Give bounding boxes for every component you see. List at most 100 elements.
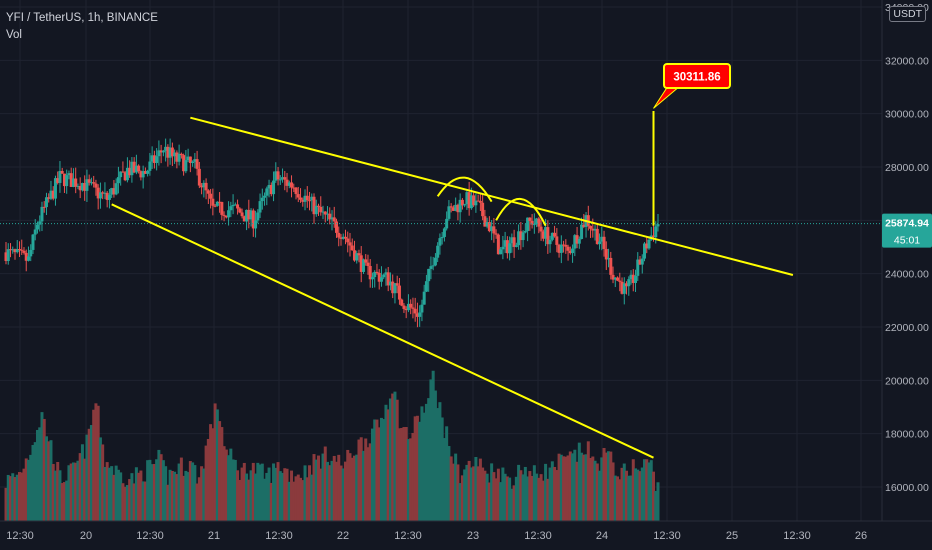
volume-bar [69, 463, 73, 521]
volume-bar [292, 481, 296, 521]
candle-body [458, 199, 462, 213]
volume-bar [227, 455, 231, 521]
volume-bar [60, 483, 64, 521]
candle-body [454, 204, 458, 211]
volume-bar [254, 473, 258, 521]
volume-bar [609, 451, 613, 521]
volume-bar [20, 472, 24, 521]
candle-body [429, 266, 433, 269]
candle-body [656, 224, 660, 227]
candle-body [49, 190, 53, 199]
volume-bar [272, 463, 276, 521]
volume-bar [200, 466, 204, 521]
volume-bar [422, 412, 426, 521]
volume-bar [13, 477, 17, 521]
currency-badge[interactable]: USDT [889, 6, 926, 22]
candle-body [348, 242, 352, 246]
candle-body [202, 182, 206, 188]
volume-bar [128, 479, 132, 521]
volume-bar [195, 483, 199, 521]
candle-body [155, 156, 159, 163]
volume-bar [636, 469, 640, 521]
volume-bar [521, 474, 525, 521]
volume-bar [42, 418, 46, 521]
candle-body [638, 259, 642, 265]
candle-body [256, 212, 260, 221]
candle-body [519, 231, 523, 241]
volume-bar [341, 468, 345, 521]
last-price-tag: 25874.94 45:01 [882, 213, 932, 248]
candle-body [386, 272, 390, 286]
candle-body [521, 232, 525, 241]
last-price-value: 25874.94 [885, 218, 929, 230]
candle-body [161, 150, 165, 153]
candle-body [422, 291, 426, 305]
candle-body [224, 215, 228, 218]
volume-bar [283, 468, 287, 521]
candle-body [645, 243, 649, 249]
candle-body [514, 245, 518, 247]
candle-body [557, 244, 561, 253]
price-axis[interactable]: 16000.00 18000.00 20000.00 22000.00 24000.00… [881, 0, 932, 521]
candle-body [222, 214, 226, 216]
candle-body [310, 196, 314, 201]
volume-bar [96, 405, 100, 521]
volume-bar [323, 446, 327, 521]
volume-bar [568, 451, 572, 521]
time-axis[interactable]: 12:30 20 12:30 21 12:30 22 12:30 23 12:30 24 12:30… [0, 520, 932, 550]
volume-bar [348, 453, 352, 521]
volume-bar [51, 464, 55, 521]
volume-bar [375, 419, 379, 521]
candle-body [449, 206, 453, 208]
volume-indicator-label[interactable]: Vol [6, 29, 22, 41]
candle-body [17, 249, 21, 251]
volume-bar [166, 484, 170, 521]
candle-body [541, 231, 545, 239]
volume-bar [593, 460, 597, 521]
symbol-title[interactable]: YFI / TetherUS, 1h, BINANCE [6, 12, 158, 24]
candle-body [613, 277, 617, 280]
volume-bar [245, 473, 249, 521]
volume-bar [499, 482, 503, 521]
volume-bar [182, 475, 186, 521]
volume-bar [602, 447, 606, 521]
candle-body [332, 217, 336, 222]
volume-bar [251, 462, 255, 521]
volume-bar [634, 468, 638, 521]
volume-bar [496, 468, 500, 521]
chart-legend: YFI / TetherUS, 1h, BINANCE Vol [6, 10, 158, 44]
candle-body [510, 237, 514, 244]
candle-body [157, 150, 161, 157]
volume-bar [393, 391, 397, 521]
candle-body [321, 211, 325, 213]
volume-bar [188, 461, 192, 521]
candle-body [170, 147, 174, 157]
volume-bar [514, 476, 518, 521]
candle-body [308, 200, 312, 202]
candle-body [11, 249, 15, 251]
volume-bar [654, 490, 658, 521]
candle-body [413, 308, 417, 314]
candle-body [490, 226, 494, 232]
shoulder-arc [495, 198, 547, 227]
x-tick-label: 12:30 [653, 530, 681, 542]
volume-bar [604, 452, 608, 521]
candle-body [577, 238, 581, 244]
volume-bar [458, 483, 462, 521]
candle-body [173, 152, 177, 157]
candle-body [150, 155, 154, 162]
volume-bar [607, 451, 611, 521]
candle-body [436, 245, 440, 258]
candle-body [505, 240, 509, 254]
volume-bar [177, 463, 181, 521]
candle-body [415, 313, 419, 317]
candle-body [175, 152, 179, 162]
volume-bar [359, 437, 363, 521]
candle-body [236, 204, 240, 209]
candle-body [269, 184, 273, 195]
volume-bar [110, 466, 114, 521]
candle-body [177, 153, 181, 162]
volume-bar [431, 370, 435, 521]
candle-body [125, 167, 129, 181]
